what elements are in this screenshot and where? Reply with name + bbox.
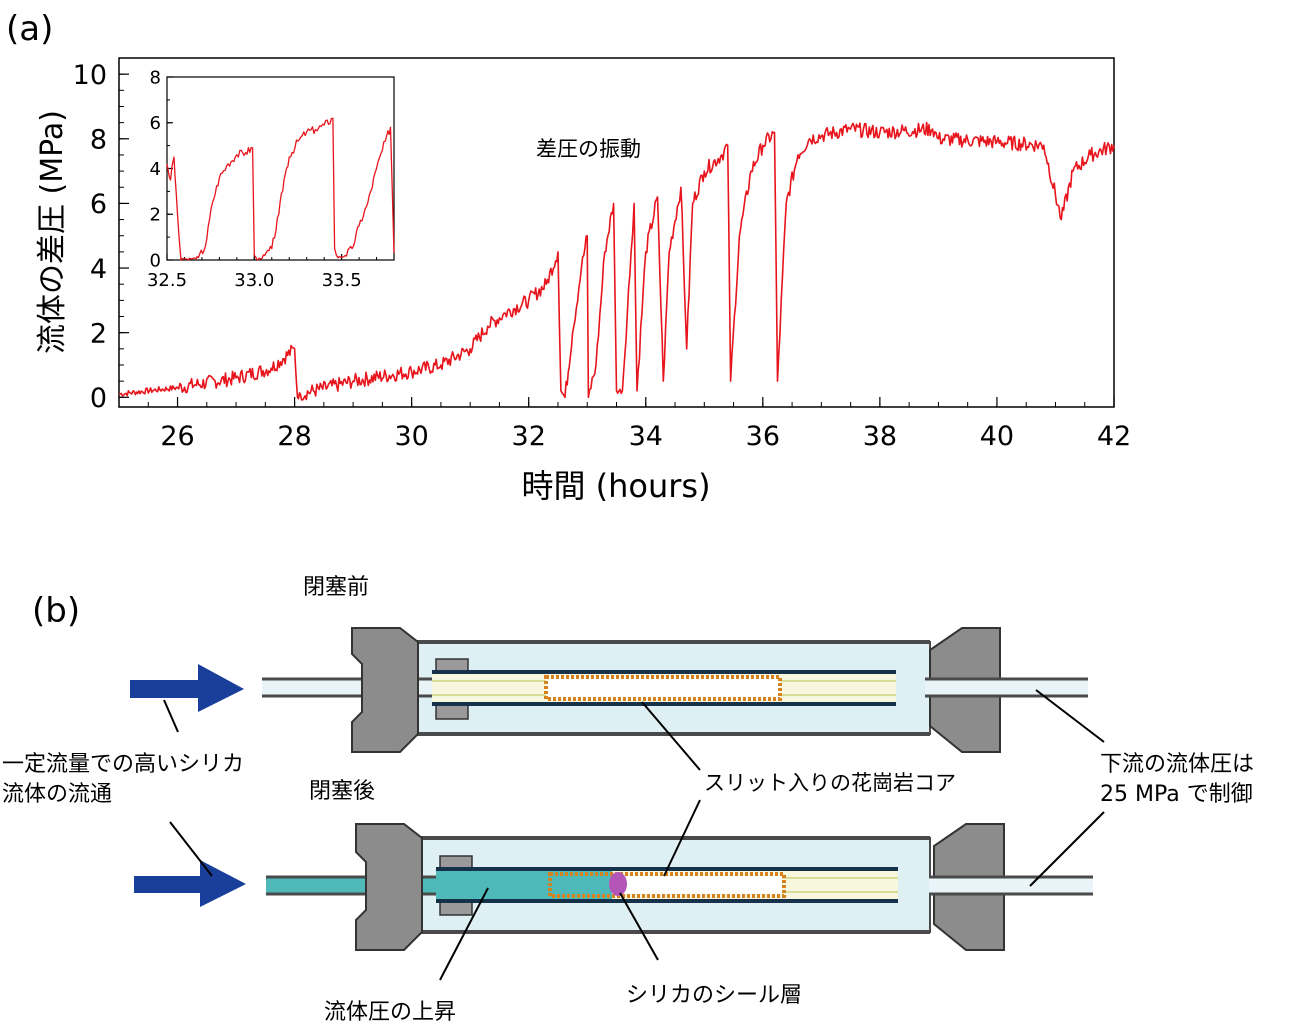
panel-b-label: (b) <box>32 591 80 631</box>
main-y-axis-label: 流体の差圧 (MPa) <box>35 110 70 354</box>
main-y-tick-labels: 0 2 4 6 8 10 <box>73 60 107 414</box>
pressure-rise-label: 流体圧の上昇 <box>324 1000 456 1025</box>
inset-y-tick-labels: 0 2 4 6 8 <box>150 67 161 271</box>
pressure-rise-leader <box>439 887 489 981</box>
main-x-tick-label: 36 <box>746 421 780 452</box>
main-x-tick-label: 34 <box>629 421 663 452</box>
main-x-axis-label: 時間 (hours) <box>521 467 710 505</box>
inset-x-tick-labels: 32.5 33.0 33.5 <box>147 270 362 291</box>
main-y-tick-label: 0 <box>90 383 107 414</box>
inset-data-line <box>166 117 395 261</box>
main-y-tick-label: 4 <box>90 254 107 285</box>
main-axis-ticks <box>118 57 1115 407</box>
main-data-line <box>118 121 1115 401</box>
downstream-label-line2: 25 MPa で制御 <box>1100 782 1253 807</box>
inset-x-tick-label: 33.0 <box>234 270 274 291</box>
left-end-cap-after <box>355 823 423 951</box>
lower-fitting-after <box>439 900 473 916</box>
main-y-tick-label: 8 <box>90 125 107 156</box>
inflow-arrow-after <box>134 860 246 907</box>
inset-y-tick-label: 2 <box>150 205 161 226</box>
inset-y-tick-label: 6 <box>150 113 161 134</box>
seal-leader <box>619 892 659 961</box>
inset-x-tick-label: 32.5 <box>147 270 187 291</box>
inflow-leader-top <box>163 699 179 733</box>
inset-y-tick-label: 0 <box>150 250 161 271</box>
main-y-tick-label: 2 <box>90 318 107 349</box>
main-x-tick-label: 26 <box>160 421 194 452</box>
main-x-tick-label: 38 <box>863 421 897 452</box>
main-y-tick-label: 10 <box>73 60 107 91</box>
granite-core-before <box>544 675 782 701</box>
inflow-arrow-before <box>130 664 244 712</box>
vessel-before <box>262 627 1088 753</box>
before-blocking-label: 閉塞前 <box>303 575 369 600</box>
downstream-leader-top <box>1035 689 1105 743</box>
panel-a-label: (a) <box>6 9 53 49</box>
core-leader-top <box>641 701 701 771</box>
main-x-tick-label: 42 <box>1097 421 1131 452</box>
silica-seal-layer <box>609 872 627 896</box>
inset-y-tick-label: 4 <box>150 159 161 180</box>
main-x-tick-label: 40 <box>980 421 1014 452</box>
granite-core-after <box>548 872 786 898</box>
core-leader-bottom <box>663 799 701 877</box>
lower-fitting-before <box>435 704 469 720</box>
vessel-after <box>266 823 1093 951</box>
main-x-tick-label: 30 <box>394 421 428 452</box>
after-blocking-label: 閉塞後 <box>309 779 375 804</box>
inset-chart-frame <box>166 76 395 261</box>
core-label: スリット入りの花崗岩コア <box>704 771 956 795</box>
inset-x-tick-label: 33.5 <box>322 270 362 291</box>
core-slit-after <box>612 876 782 894</box>
downstream-label-line1: 下流の流体圧は <box>1100 752 1254 777</box>
inflow-label-line2: 流体の流通 <box>2 782 112 807</box>
inset-y-tick-label: 8 <box>150 67 161 88</box>
left-end-cap-before <box>351 627 419 753</box>
main-y-tick-label: 6 <box>90 189 107 220</box>
main-x-tick-label: 28 <box>277 421 311 452</box>
seal-layer-label: シリカのシール層 <box>626 983 802 1008</box>
main-x-tick-labels: 26 28 30 32 34 36 38 40 42 <box>160 421 1131 452</box>
inflow-label-line1: 一定流量での高いシリカ <box>2 752 244 777</box>
outlet-pipe-before <box>925 679 1088 696</box>
outlet-pipe-after <box>929 877 1093 894</box>
inflow-leader-bottom <box>169 821 213 877</box>
downstream-leader-bottom <box>1029 811 1105 887</box>
main-x-tick-label: 32 <box>512 421 546 452</box>
oscillation-annotation: 差圧の振動 <box>536 137 641 161</box>
